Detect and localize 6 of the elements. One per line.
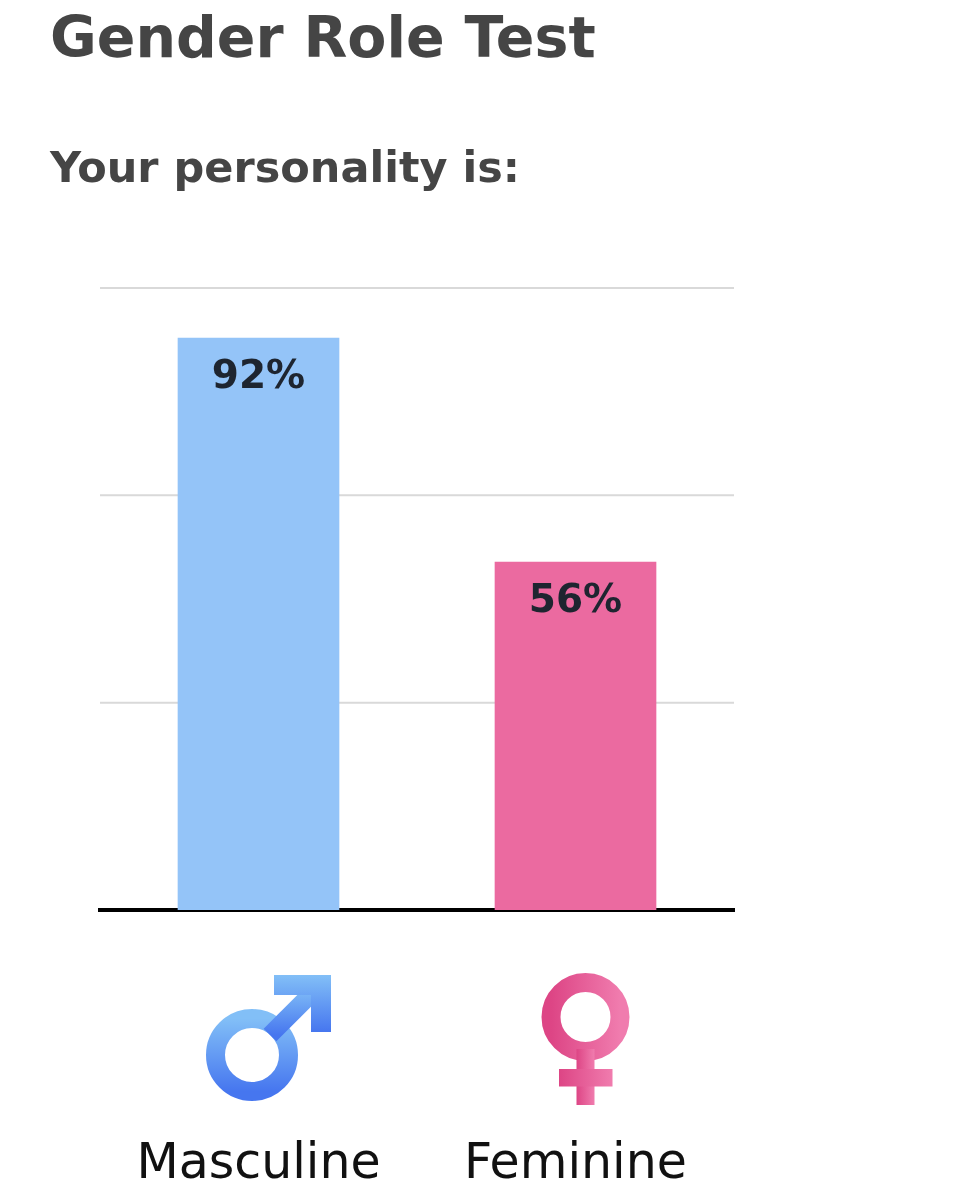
data-label: 92% <box>211 351 306 397</box>
x-tick-label: Masculine <box>136 1133 381 1191</box>
data-label: 56% <box>528 575 623 621</box>
x-tick-label: Feminine <box>464 1133 687 1191</box>
chart-subtitle: Your personality is: <box>50 142 520 192</box>
chart-title: Gender Role Test <box>50 4 596 70</box>
